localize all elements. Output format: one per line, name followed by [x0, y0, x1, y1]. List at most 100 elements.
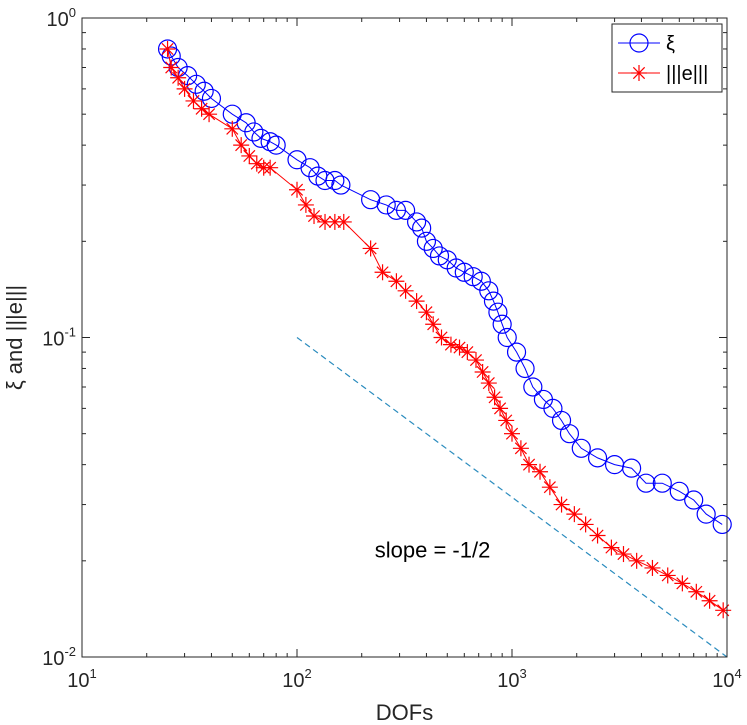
- marker-stroke: [399, 284, 412, 297]
- marker-stroke: [543, 481, 556, 494]
- reference-line-layer: [296, 337, 728, 658]
- data-point: [622, 458, 642, 478]
- data-point: [603, 539, 620, 556]
- data-point: [407, 212, 427, 232]
- marker-stroke: [493, 402, 507, 415]
- marker-stroke: [427, 318, 440, 331]
- data-point: [374, 264, 391, 281]
- marker-stroke: [568, 508, 581, 521]
- data-point: [397, 282, 414, 299]
- data-point: [688, 583, 705, 600]
- data-point: [659, 567, 676, 584]
- y-tick-label: 10-1: [42, 325, 76, 351]
- data-point: [201, 88, 222, 109]
- y-tick-label: 100: [47, 5, 76, 31]
- data-point: [701, 592, 718, 609]
- data-point: [244, 122, 264, 142]
- legend-entry: |||e|||: [618, 63, 708, 85]
- data-point: [628, 552, 645, 569]
- marker-stroke: [630, 554, 643, 567]
- data-point: [521, 456, 538, 473]
- data-point: [541, 479, 558, 496]
- marker-stroke: [420, 306, 433, 319]
- marker-stroke: [533, 465, 547, 478]
- data-point: [523, 377, 543, 397]
- marker-stroke: [482, 377, 495, 390]
- marker-stroke: [318, 215, 332, 229]
- data-point: [479, 281, 499, 301]
- marker-stroke: [195, 102, 208, 115]
- marker-stroke: [632, 66, 646, 80]
- y-axis-title: ξ and |||e|||: [2, 285, 27, 390]
- data-point: [201, 106, 218, 123]
- data-point: [504, 425, 520, 442]
- data-point: [577, 516, 594, 533]
- marker-stroke: [178, 82, 191, 95]
- data-point: [515, 358, 535, 379]
- data-point: [433, 329, 450, 346]
- data-point: [386, 200, 407, 220]
- marker-stroke: [390, 275, 403, 288]
- data-point: [315, 170, 335, 191]
- data-point: [471, 271, 491, 291]
- x-tick-label: 102: [282, 666, 311, 692]
- data-point: [492, 314, 512, 334]
- data-point: [331, 175, 351, 195]
- marker-stroke: [202, 108, 216, 121]
- marker-stroke: [453, 341, 466, 354]
- marker-stroke: [264, 161, 277, 174]
- data-point: [451, 339, 468, 356]
- data-point: [587, 448, 608, 468]
- data-point: [571, 438, 591, 458]
- marker-stroke: [646, 561, 659, 575]
- marker-stroke: [444, 338, 458, 351]
- x-tick-label: 104: [712, 666, 741, 692]
- data-point: [480, 375, 497, 392]
- data-point: [684, 490, 704, 510]
- data-point: [644, 559, 661, 576]
- marker-stroke: [514, 442, 527, 455]
- marker-stroke: [376, 266, 389, 279]
- marker-stroke: [488, 391, 501, 404]
- data-point: [488, 302, 508, 322]
- marker-stroke: [591, 529, 604, 542]
- data-point: [335, 213, 352, 230]
- marker-stroke: [676, 577, 689, 590]
- data-point: [194, 81, 214, 101]
- marker-stroke: [172, 71, 185, 84]
- data-point: [396, 200, 416, 220]
- data-point: [696, 504, 716, 524]
- data-point: [418, 304, 435, 321]
- data-point: [266, 135, 286, 155]
- marker-stroke: [165, 61, 178, 74]
- data-point: [566, 506, 583, 523]
- series-xi: [157, 39, 732, 535]
- data-point: [512, 440, 529, 457]
- marker-stroke: [476, 365, 489, 379]
- data-point: [652, 473, 672, 493]
- x-axis-title: DOFs: [376, 700, 433, 725]
- series-line: [167, 48, 724, 611]
- marker-stroke: [410, 295, 423, 308]
- marker-stroke: [703, 594, 716, 607]
- data-point: [615, 546, 632, 563]
- marker-stroke: [226, 122, 239, 135]
- data-point: [416, 231, 437, 251]
- data-point: [589, 527, 606, 544]
- data-point: [459, 344, 476, 361]
- data-point: [425, 316, 442, 333]
- data-point: [474, 363, 491, 380]
- data-point: [559, 424, 580, 444]
- legend-entries: ξ |||e|||: [618, 33, 708, 85]
- data-point: [715, 602, 732, 619]
- data-point: [159, 40, 176, 57]
- marker-stroke: [579, 518, 592, 531]
- data-point: [297, 196, 314, 213]
- marker-stroke: [290, 183, 304, 196]
- marker-stroke: [435, 331, 448, 344]
- y-tick-label: 10-2: [42, 644, 76, 670]
- legend: ξ |||e|||: [611, 23, 723, 93]
- series-line: [167, 48, 723, 525]
- marker-stroke: [690, 585, 703, 598]
